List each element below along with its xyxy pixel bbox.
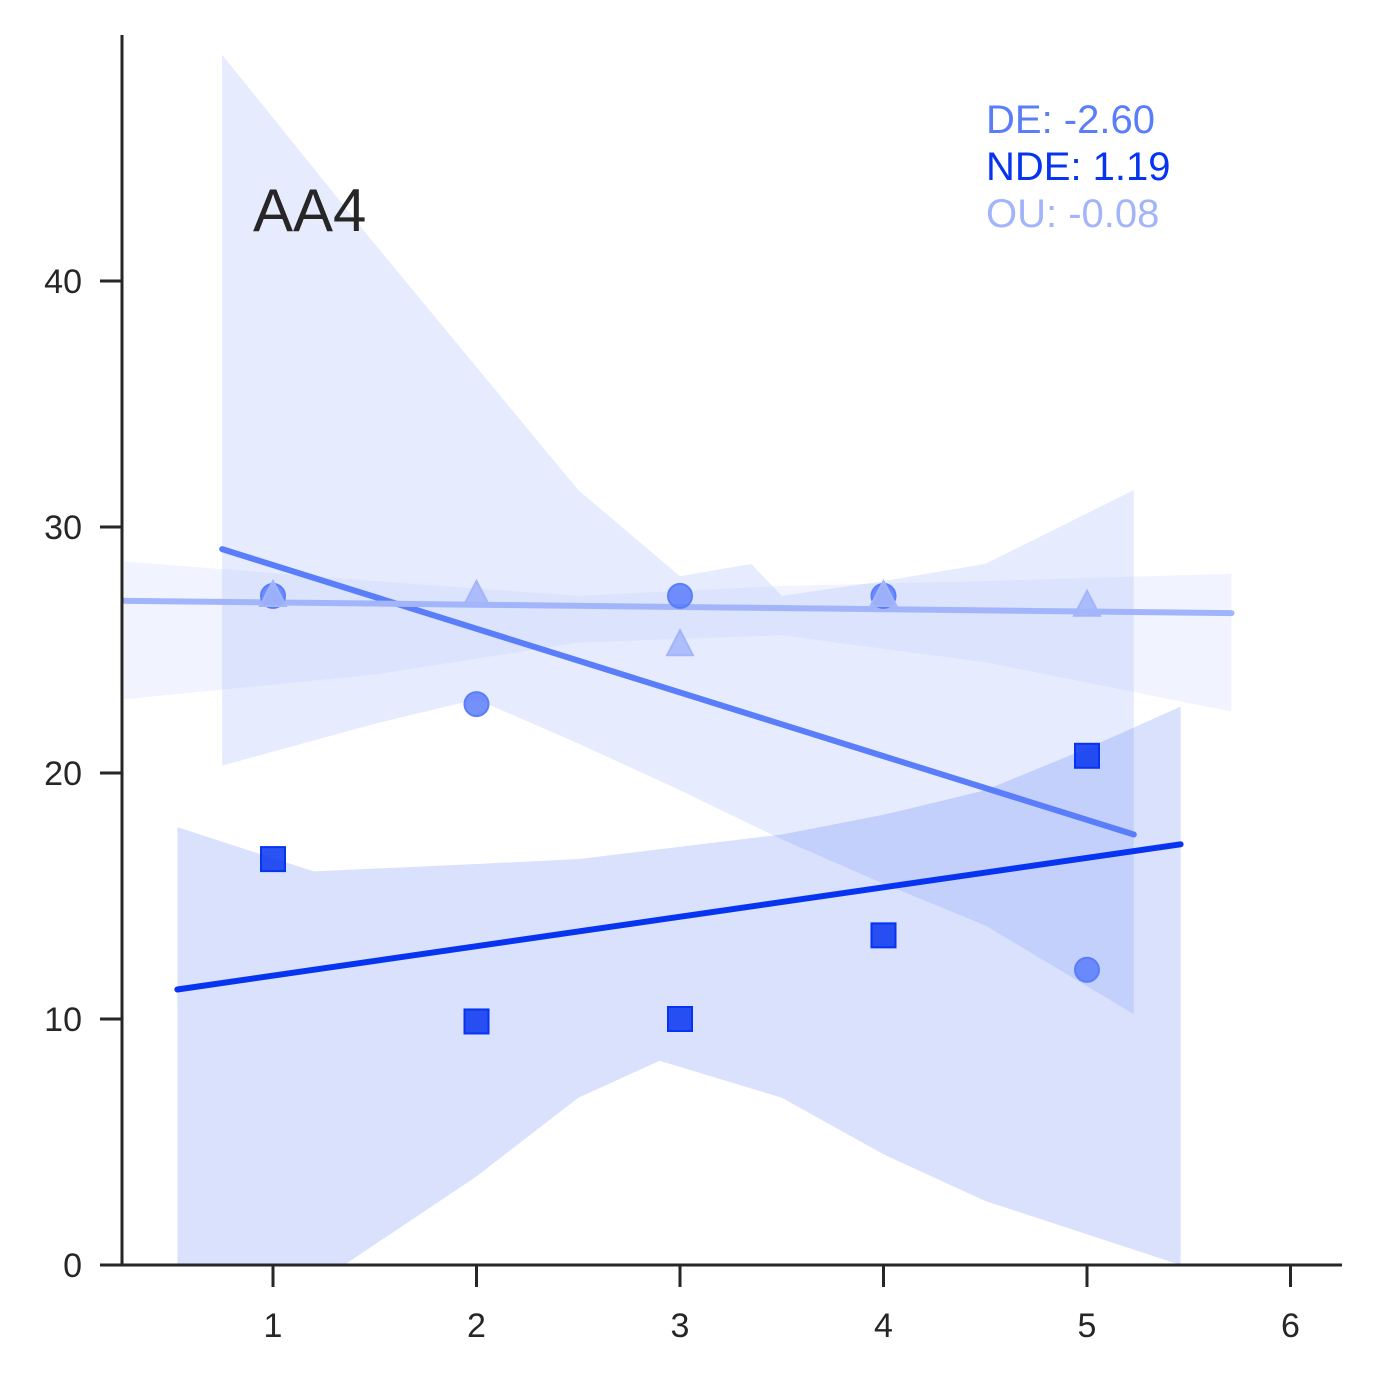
y-tick-label: 0 <box>63 1247 82 1285</box>
x-tick-label: 5 <box>1078 1307 1097 1345</box>
square-point <box>1074 742 1100 769</box>
panel-label: AA4 <box>253 177 366 244</box>
x-tick-label: 6 <box>1281 1307 1300 1345</box>
square-point <box>463 1008 490 1035</box>
y-tick-label: 30 <box>44 509 82 547</box>
axes: 1 2 3 4 5 6 0 10 20 30 40 <box>44 35 1342 1345</box>
stat-annotation: DE: -2.60 <box>986 98 1155 142</box>
y-tick-label: 40 <box>44 263 82 301</box>
y-tick-label: 20 <box>44 755 82 793</box>
circle-point <box>667 582 693 609</box>
y-tick-label: 10 <box>44 1001 82 1039</box>
square-point <box>870 922 897 949</box>
regression-line-square <box>174 841 1184 993</box>
triangle-point <box>258 578 288 607</box>
triangle-point <box>868 578 899 607</box>
stat-annotation: NDE: 1.19 <box>986 145 1171 189</box>
circle-point <box>1074 956 1100 983</box>
triangle-point <box>1072 588 1102 617</box>
square-point <box>667 1006 693 1032</box>
triangle-point <box>461 578 492 607</box>
stat-annotation: OU: -0.08 <box>986 192 1159 236</box>
x-tick-label: 4 <box>874 1307 893 1345</box>
x-tick-label: 2 <box>467 1307 486 1345</box>
confidence-band-square <box>177 706 1181 1265</box>
square-point <box>260 846 286 873</box>
data-points <box>258 578 1102 1035</box>
triangle-point <box>665 628 695 657</box>
x-tick-label: 3 <box>671 1307 690 1345</box>
x-tick-label: 1 <box>264 1307 283 1345</box>
confidence-band-circle <box>222 54 1134 1015</box>
circle-point <box>463 691 490 718</box>
regression-line-circle <box>219 546 1137 838</box>
